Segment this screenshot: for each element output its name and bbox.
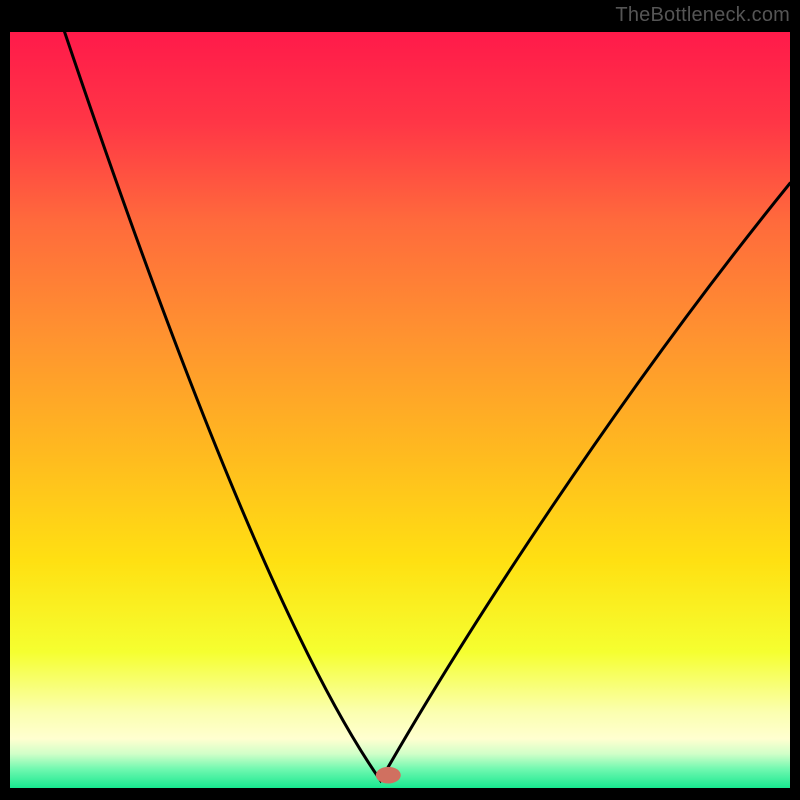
- optimal-point-marker: [376, 767, 401, 784]
- gradient-background: [10, 32, 790, 788]
- bottleneck-chart-svg: [0, 0, 800, 800]
- watermark-text: TheBottleneck.com: [615, 4, 790, 27]
